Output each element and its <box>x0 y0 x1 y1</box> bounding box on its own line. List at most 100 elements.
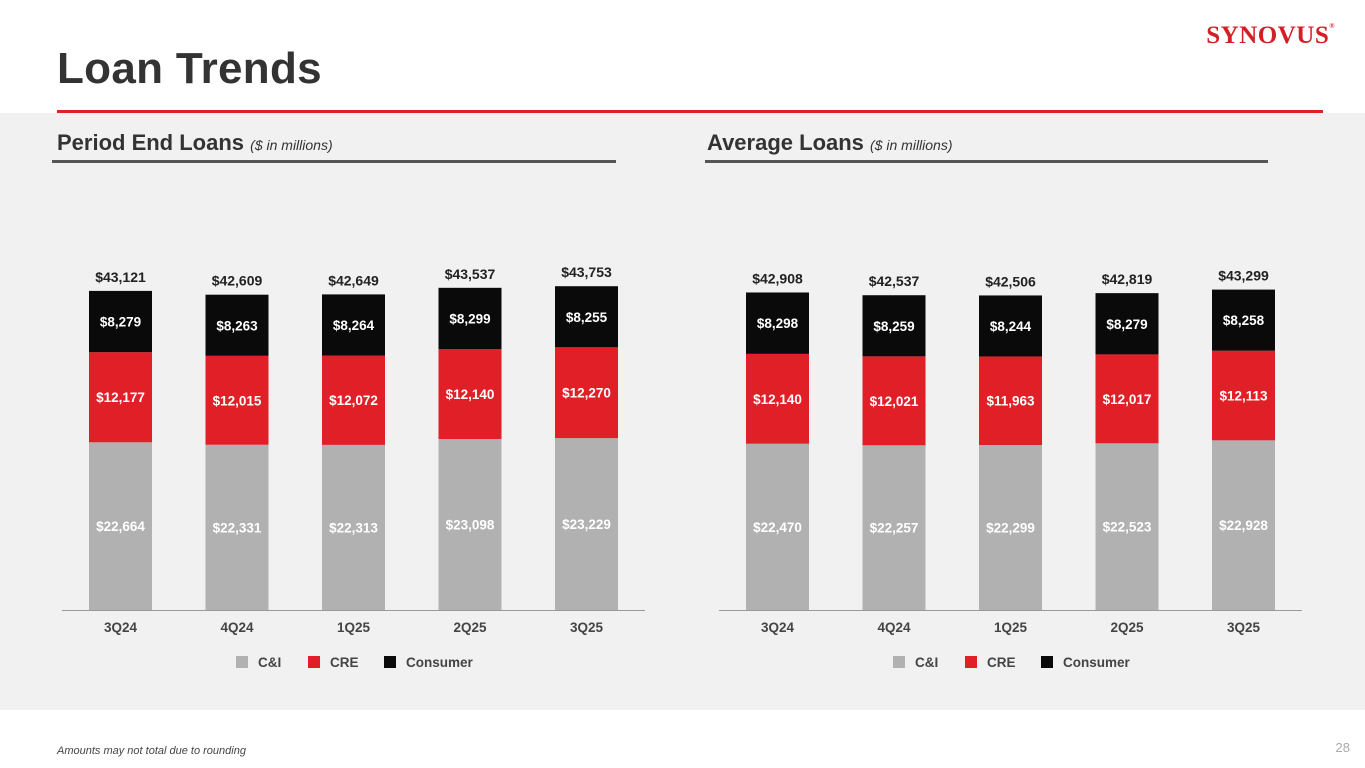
title-divider <box>57 110 1323 113</box>
x-tick-label-3q25: 3Q25 <box>1227 620 1261 635</box>
total-label-2q25: $42,819 <box>1102 271 1153 287</box>
legend-label-ci: C&I <box>258 655 281 670</box>
legend-swatch-consumer <box>384 656 396 668</box>
legend-label-cre: CRE <box>330 655 359 670</box>
x-tick-label-3q24: 3Q24 <box>104 620 138 635</box>
x-tick-label-4q24: 4Q24 <box>220 620 254 635</box>
data-label-ci-4q24: $22,331 <box>213 520 262 535</box>
legend-label-consumer: Consumer <box>406 655 474 670</box>
bar-cre-4q24 <box>205 355 269 445</box>
total-label-1q25: $42,649 <box>328 272 379 288</box>
page-title: Loan Trends <box>57 44 322 93</box>
data-label-consumer-4q24: $8,259 <box>873 319 914 334</box>
bar-cre-2q25 <box>1095 354 1159 444</box>
x-tick-label-3q25: 3Q25 <box>570 620 604 635</box>
data-label-consumer-1q25: $8,264 <box>333 318 375 333</box>
data-label-consumer-1q25: $8,244 <box>990 319 1032 334</box>
total-label-1q25: $42,506 <box>985 273 1036 289</box>
data-label-ci-1q25: $22,313 <box>329 520 378 535</box>
bar-consumer-4q24 <box>205 294 269 356</box>
bar-ci-2q25 <box>438 439 502 610</box>
legend-label-ci: C&I <box>915 655 938 670</box>
data-label-consumer-3q24: $8,279 <box>100 315 141 330</box>
total-label-4q24: $42,537 <box>869 273 920 289</box>
bar-ci-2q25 <box>1095 443 1159 610</box>
legend-swatch-cre <box>308 656 320 668</box>
bar-consumer-1q25 <box>322 294 385 356</box>
bar-cre-3q25 <box>1212 350 1275 441</box>
data-label-cre-2q25: $12,017 <box>1103 392 1152 407</box>
period-end-loans-divider <box>52 160 616 163</box>
bar-ci-3q24 <box>746 443 809 610</box>
total-label-4q24: $42,609 <box>212 273 263 289</box>
legend-swatch-ci <box>236 656 248 668</box>
data-label-cre-4q24: $12,015 <box>213 393 262 408</box>
total-label-3q25: $43,753 <box>561 264 612 280</box>
bar-cre-4q24 <box>862 356 926 446</box>
data-label-consumer-3q25: $8,258 <box>1223 313 1265 328</box>
data-label-cre-3q25: $12,113 <box>1219 389 1268 404</box>
legend-label-consumer: Consumer <box>1063 655 1131 670</box>
bar-cre-1q25 <box>322 355 385 445</box>
legend-swatch-consumer <box>1041 656 1053 668</box>
legend-swatch-ci <box>893 656 905 668</box>
data-label-ci-2q25: $23,098 <box>446 518 495 533</box>
bar-ci-1q25 <box>322 444 385 610</box>
average-loans-chart: $22,470 $12,140 $8,298 $42,908 3Q24 $22,257 $1… <box>712 170 1332 690</box>
bar-consumer-2q25 <box>1095 293 1159 355</box>
total-label-2q25: $43,537 <box>445 266 496 282</box>
x-tick-label-3q24: 3Q24 <box>761 620 795 635</box>
total-label-3q24: $43,121 <box>95 269 146 285</box>
data-label-cre-1q25: $12,072 <box>329 393 378 408</box>
legend-swatch-cre <box>965 656 977 668</box>
data-label-consumer-3q24: $8,298 <box>757 316 799 331</box>
bar-cre-2q25 <box>438 349 502 440</box>
data-label-ci-4q24: $22,257 <box>870 521 919 536</box>
bar-cre-3q25 <box>555 347 618 439</box>
bar-consumer-3q24 <box>89 290 152 353</box>
page-number: 28 <box>1335 740 1350 755</box>
x-tick-label-1q25: 1Q25 <box>337 620 371 635</box>
bar-cre-1q25 <box>979 356 1042 445</box>
data-label-cre-3q24: $12,177 <box>96 390 145 405</box>
bar-consumer-1q25 <box>979 295 1042 357</box>
bar-ci-3q24 <box>89 442 152 610</box>
data-label-cre-4q24: $12,021 <box>870 394 919 409</box>
x-tick-label-2q25: 2Q25 <box>1110 620 1144 635</box>
bar-ci-4q24 <box>862 445 926 610</box>
data-label-ci-3q25: $23,229 <box>562 517 611 532</box>
bar-ci-3q25 <box>555 438 618 610</box>
synovus-logo: SYNOVUS® <box>1206 22 1335 49</box>
data-label-ci-3q25: $22,928 <box>1219 518 1268 533</box>
bar-cre-3q24 <box>89 352 152 443</box>
x-tick-label-4q24: 4Q24 <box>877 620 911 635</box>
data-label-cre-2q25: $12,140 <box>446 387 495 402</box>
bar-cre-3q24 <box>746 353 809 444</box>
legend-label-cre: CRE <box>987 655 1016 670</box>
data-label-cre-3q25: $12,270 <box>562 386 611 401</box>
bar-consumer-4q24 <box>862 295 926 357</box>
bar-ci-3q25 <box>1212 440 1275 610</box>
average-loans-svg: $22,470 $12,140 $8,298 $42,908 3Q24 $22,257 $1… <box>719 268 1302 670</box>
data-label-consumer-4q24: $8,263 <box>216 318 258 333</box>
x-tick-label-1q25: 1Q25 <box>994 620 1028 635</box>
bar-ci-4q24 <box>205 444 269 610</box>
data-label-cre-3q24: $12,140 <box>753 392 802 407</box>
bar-consumer-3q25 <box>555 286 618 348</box>
data-label-ci-2q25: $22,523 <box>1103 520 1152 535</box>
bar-ci-1q25 <box>979 444 1042 610</box>
total-label-3q24: $42,908 <box>752 270 803 286</box>
period-end-loans-title: Period End Loans ($ in millions) <box>57 130 333 155</box>
period-end-loans-svg: $22,664 $12,177 $8,279 $43,121 3Q24 $22,331 $1… <box>62 264 645 670</box>
average-loans-title: Average Loans ($ in millions) <box>707 130 953 155</box>
data-label-ci-3q24: $22,470 <box>753 520 802 535</box>
average-loans-divider <box>705 160 1268 163</box>
data-label-consumer-3q25: $8,255 <box>566 310 608 325</box>
bar-consumer-3q24 <box>746 292 809 354</box>
footnote: Amounts may not total due to rounding <box>57 745 246 757</box>
bar-consumer-2q25 <box>438 287 502 350</box>
period-end-loans-chart: $22,664 $12,177 $8,279 $43,121 3Q24 $22,331 $1… <box>55 170 675 690</box>
data-label-consumer-2q25: $8,279 <box>1106 317 1147 332</box>
data-label-cre-1q25: $11,963 <box>986 394 1035 409</box>
data-label-consumer-2q25: $8,299 <box>449 312 490 327</box>
